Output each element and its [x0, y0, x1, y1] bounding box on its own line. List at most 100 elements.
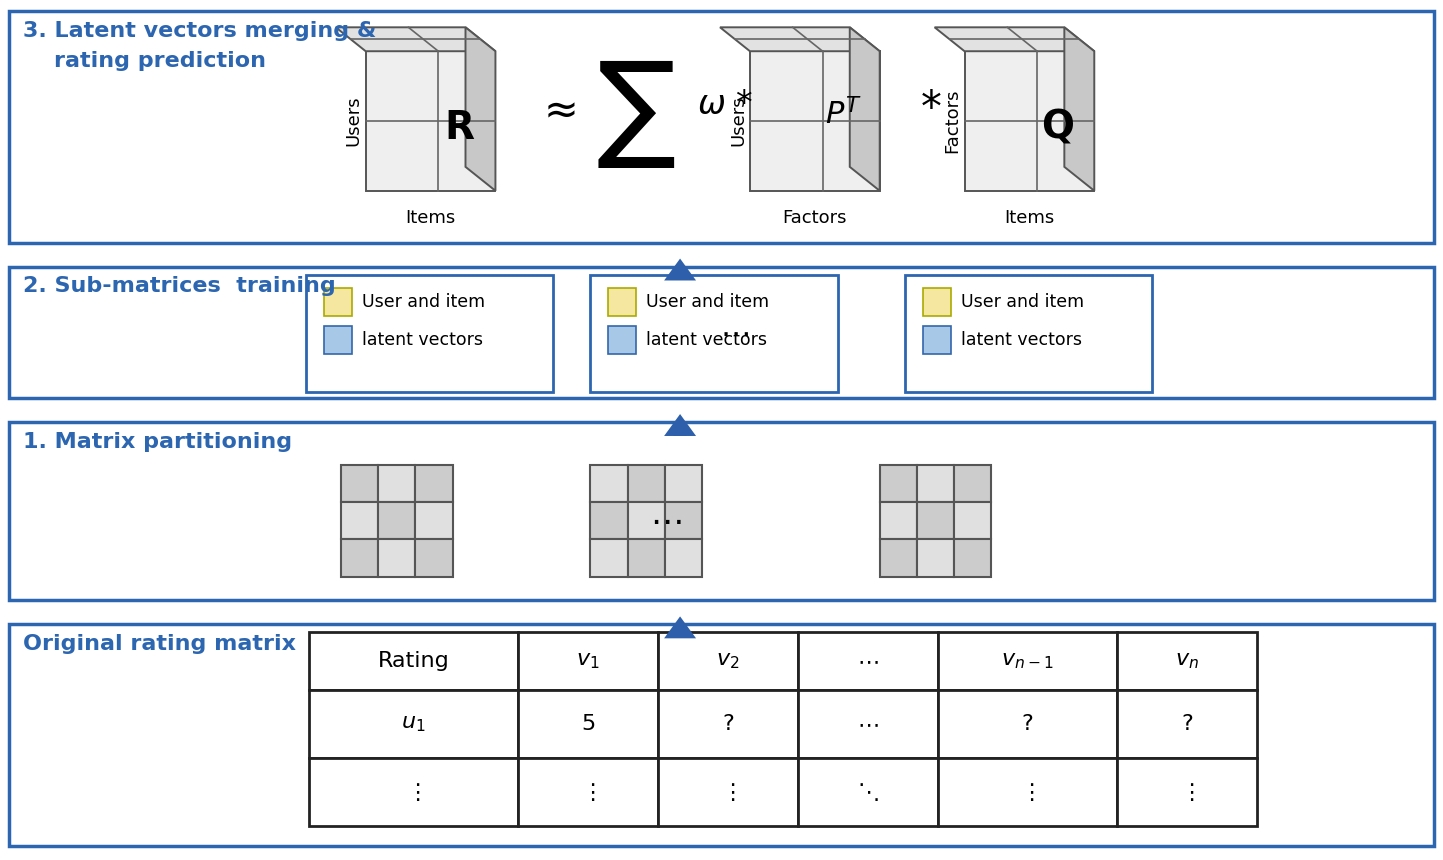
Bar: [590, 502, 628, 539]
Text: $v_{n-1}$: $v_{n-1}$: [1001, 651, 1053, 672]
Bar: [341, 539, 378, 576]
Text: $P^T$: $P^T$: [825, 98, 861, 130]
Bar: [665, 465, 703, 502]
Text: $\vdots$: $\vdots$: [1020, 781, 1035, 803]
Bar: [378, 502, 416, 539]
Text: *: *: [921, 88, 942, 130]
Text: 2. Sub-matrices  training: 2. Sub-matrices training: [23, 277, 336, 297]
Bar: [9, 624, 1434, 845]
Text: $\cdots$: $\cdots$: [651, 504, 683, 538]
Bar: [954, 465, 991, 502]
Bar: [378, 539, 416, 576]
Bar: [750, 52, 880, 191]
Bar: [658, 691, 798, 758]
Polygon shape: [935, 28, 1094, 52]
Bar: [665, 539, 703, 576]
Bar: [9, 422, 1434, 600]
Bar: [905, 274, 1152, 392]
Text: Users: Users: [729, 95, 747, 146]
Bar: [341, 502, 378, 539]
Text: ?: ?: [1022, 714, 1033, 734]
Bar: [628, 539, 665, 576]
Text: User and item: User and item: [362, 293, 485, 311]
Text: Rating: Rating: [378, 651, 449, 672]
Bar: [309, 632, 518, 691]
Bar: [672, 624, 687, 638]
Text: $\cdots$: $\cdots$: [720, 319, 749, 347]
Bar: [323, 288, 352, 316]
Bar: [938, 632, 1117, 691]
Bar: [938, 758, 1117, 826]
Text: $\approx$: $\approx$: [535, 88, 576, 130]
Bar: [954, 539, 991, 576]
Bar: [880, 502, 916, 539]
Text: User and item: User and item: [961, 293, 1084, 311]
Polygon shape: [664, 617, 696, 638]
Bar: [628, 502, 665, 539]
Polygon shape: [720, 28, 880, 52]
Bar: [672, 422, 687, 436]
Text: latent vectors: latent vectors: [646, 331, 768, 349]
Text: ?: ?: [722, 714, 734, 734]
Text: ?: ?: [1182, 714, 1193, 734]
Text: R: R: [444, 109, 475, 147]
Bar: [880, 465, 916, 502]
Bar: [306, 274, 553, 392]
Text: $u_1$: $u_1$: [401, 714, 426, 734]
Text: 3. Latent vectors merging &
    rating prediction: 3. Latent vectors merging & rating predi…: [23, 22, 377, 71]
Bar: [665, 502, 703, 539]
Text: $\cdots$: $\cdots$: [857, 651, 879, 672]
Text: $\vdots$: $\vdots$: [1180, 781, 1195, 803]
Text: Factors: Factors: [944, 89, 961, 153]
Bar: [416, 502, 453, 539]
Bar: [922, 326, 951, 354]
Bar: [590, 274, 838, 392]
Text: $v_n$: $v_n$: [1175, 651, 1199, 672]
Text: User and item: User and item: [646, 293, 769, 311]
Bar: [365, 52, 495, 191]
Bar: [518, 632, 658, 691]
Bar: [416, 465, 453, 502]
Polygon shape: [664, 414, 696, 436]
Text: $\vdots$: $\vdots$: [722, 781, 734, 803]
Bar: [880, 539, 916, 576]
Bar: [608, 326, 636, 354]
Bar: [916, 502, 954, 539]
Bar: [922, 288, 951, 316]
Text: latent vectors: latent vectors: [961, 331, 1082, 349]
Bar: [608, 288, 636, 316]
Polygon shape: [1065, 28, 1094, 191]
Bar: [590, 465, 628, 502]
Bar: [1117, 691, 1257, 758]
Text: $v_1$: $v_1$: [577, 651, 600, 672]
Bar: [9, 11, 1434, 243]
Polygon shape: [664, 259, 696, 280]
Bar: [309, 691, 518, 758]
Bar: [798, 758, 938, 826]
Text: Original rating matrix: Original rating matrix: [23, 635, 296, 654]
Bar: [323, 326, 352, 354]
Bar: [658, 758, 798, 826]
Text: Factors: Factors: [782, 209, 847, 227]
Text: $v_2$: $v_2$: [716, 651, 740, 672]
Bar: [378, 465, 416, 502]
Text: $\sum$: $\sum$: [596, 58, 675, 170]
Bar: [916, 539, 954, 576]
Text: $\omega$ *: $\omega$ *: [697, 88, 753, 120]
Polygon shape: [850, 28, 880, 191]
Bar: [1117, 758, 1257, 826]
Bar: [798, 632, 938, 691]
Text: $\ddots$: $\ddots$: [857, 781, 879, 803]
Bar: [1117, 632, 1257, 691]
Bar: [954, 502, 991, 539]
Bar: [590, 539, 628, 576]
Bar: [916, 465, 954, 502]
Bar: [518, 758, 658, 826]
Bar: [628, 465, 665, 502]
Text: $\cdots$: $\cdots$: [857, 714, 879, 734]
Text: Items: Items: [405, 209, 456, 227]
Bar: [658, 632, 798, 691]
Bar: [416, 539, 453, 576]
Bar: [938, 691, 1117, 758]
Text: Users: Users: [345, 95, 362, 146]
